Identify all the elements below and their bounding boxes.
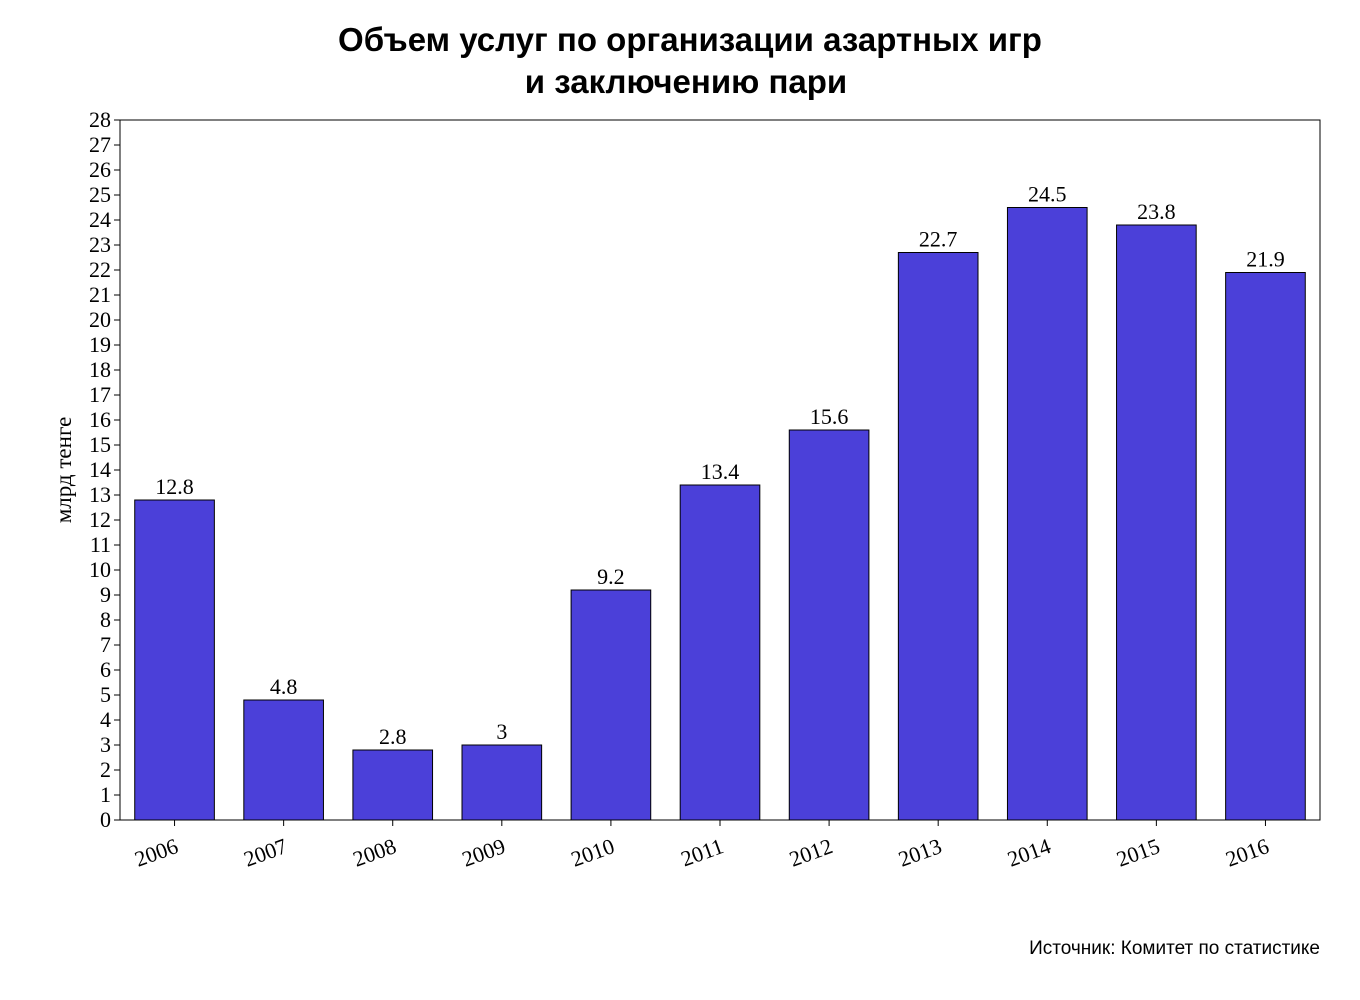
x-tick-label-2007: 2007 (240, 833, 290, 872)
data-labels: 12.8 4.8 2.8 3 9.2 13.4 15.6 22.7 24.5 23.8 21.9 (155, 182, 1284, 750)
data-label-2009: 3 (496, 719, 507, 744)
data-label-2006: 12.8 (155, 474, 194, 499)
y-tick-label: 13 (89, 482, 111, 507)
x-axis-ticks: 2006 2007 2008 2009 2010 2011 2012 2013 2014 2015… (131, 820, 1272, 872)
y-tick-label: 6 (100, 657, 111, 682)
data-label-2007: 4.8 (270, 674, 298, 699)
y-tick-label: 2 (100, 757, 111, 782)
x-tick-label-2013: 2013 (895, 833, 945, 872)
bar-2011 (679, 484, 761, 821)
bar-2013 (897, 252, 979, 821)
data-label-2008: 2.8 (379, 724, 407, 749)
y-tick-label: 21 (89, 282, 111, 307)
y-tick-label: 15 (89, 432, 111, 457)
y-tick-label: 11 (90, 532, 111, 557)
bar-2014 (1006, 207, 1088, 821)
data-label-2010: 9.2 (597, 564, 625, 589)
bar-2010 (570, 589, 652, 821)
y-tick-label: 24 (89, 207, 111, 232)
y-tick-label: 10 (89, 557, 111, 582)
x-tick-label-2011: 2011 (678, 833, 727, 871)
y-tick-label: 0 (100, 807, 111, 832)
y-axis-label: млрд тенге (51, 417, 76, 524)
bar-2016 (1225, 272, 1306, 821)
y-tick-label: 27 (89, 132, 111, 157)
y-tick-label: 19 (89, 332, 111, 357)
y-tick-label: 7 (100, 632, 111, 657)
y-tick-label: 12 (89, 507, 111, 532)
data-label-2015: 23.8 (1137, 199, 1176, 224)
y-tick-label: 25 (89, 182, 111, 207)
bar-2015 (1116, 224, 1197, 821)
x-tick-label-2012: 2012 (786, 833, 836, 872)
bar-2008 (352, 749, 434, 821)
y-tick-label: 28 (89, 107, 111, 132)
y-tick-label: 17 (89, 382, 111, 407)
data-label-2014: 24.5 (1028, 182, 1067, 207)
y-tick-label: 3 (100, 732, 111, 757)
bar-2006 (134, 499, 215, 821)
y-tick-label: 9 (100, 582, 111, 607)
y-tick-label: 1 (100, 782, 111, 807)
y-tick-label: 20 (89, 307, 111, 332)
chart-title-line-2: и заключению пари (525, 63, 847, 100)
y-tick-label: 22 (89, 257, 111, 282)
x-tick-label-2009: 2009 (459, 833, 509, 872)
y-tick-label: 26 (89, 157, 111, 182)
data-label-2016: 21.9 (1246, 247, 1285, 272)
source-note: Источник: Комитет по статистике (1029, 938, 1320, 959)
x-tick-label-2015: 2015 (1113, 833, 1163, 872)
bars (134, 207, 1306, 821)
y-tick-label: 14 (89, 457, 111, 482)
x-tick-label-2016: 2016 (1222, 833, 1272, 872)
bar-2012 (788, 429, 870, 821)
x-tick-label-2014: 2014 (1004, 833, 1054, 872)
plot-area: 0123456789101112131415161718192021222324… (89, 107, 1321, 872)
bar-2009 (461, 744, 543, 821)
data-label-2011: 13.4 (701, 459, 740, 484)
y-tick-label: 16 (89, 407, 111, 432)
x-tick-label-2010: 2010 (568, 833, 618, 872)
data-label-2013: 22.7 (919, 227, 958, 252)
y-tick-label: 18 (89, 357, 111, 382)
y-tick-label: 5 (100, 682, 111, 707)
chart-title-line-1: Объем услуг по организации азартных игр (338, 21, 1042, 58)
x-tick-label-2006: 2006 (131, 833, 181, 872)
x-tick-label-2008: 2008 (350, 833, 400, 872)
y-tick-label: 4 (100, 707, 111, 732)
y-tick-label: 23 (89, 232, 111, 257)
bar-2007 (243, 699, 324, 821)
data-label-2012: 15.6 (810, 404, 849, 429)
y-tick-label: 8 (100, 607, 111, 632)
y-axis-ticks: 0123456789101112131415161718192021222324… (89, 107, 120, 832)
